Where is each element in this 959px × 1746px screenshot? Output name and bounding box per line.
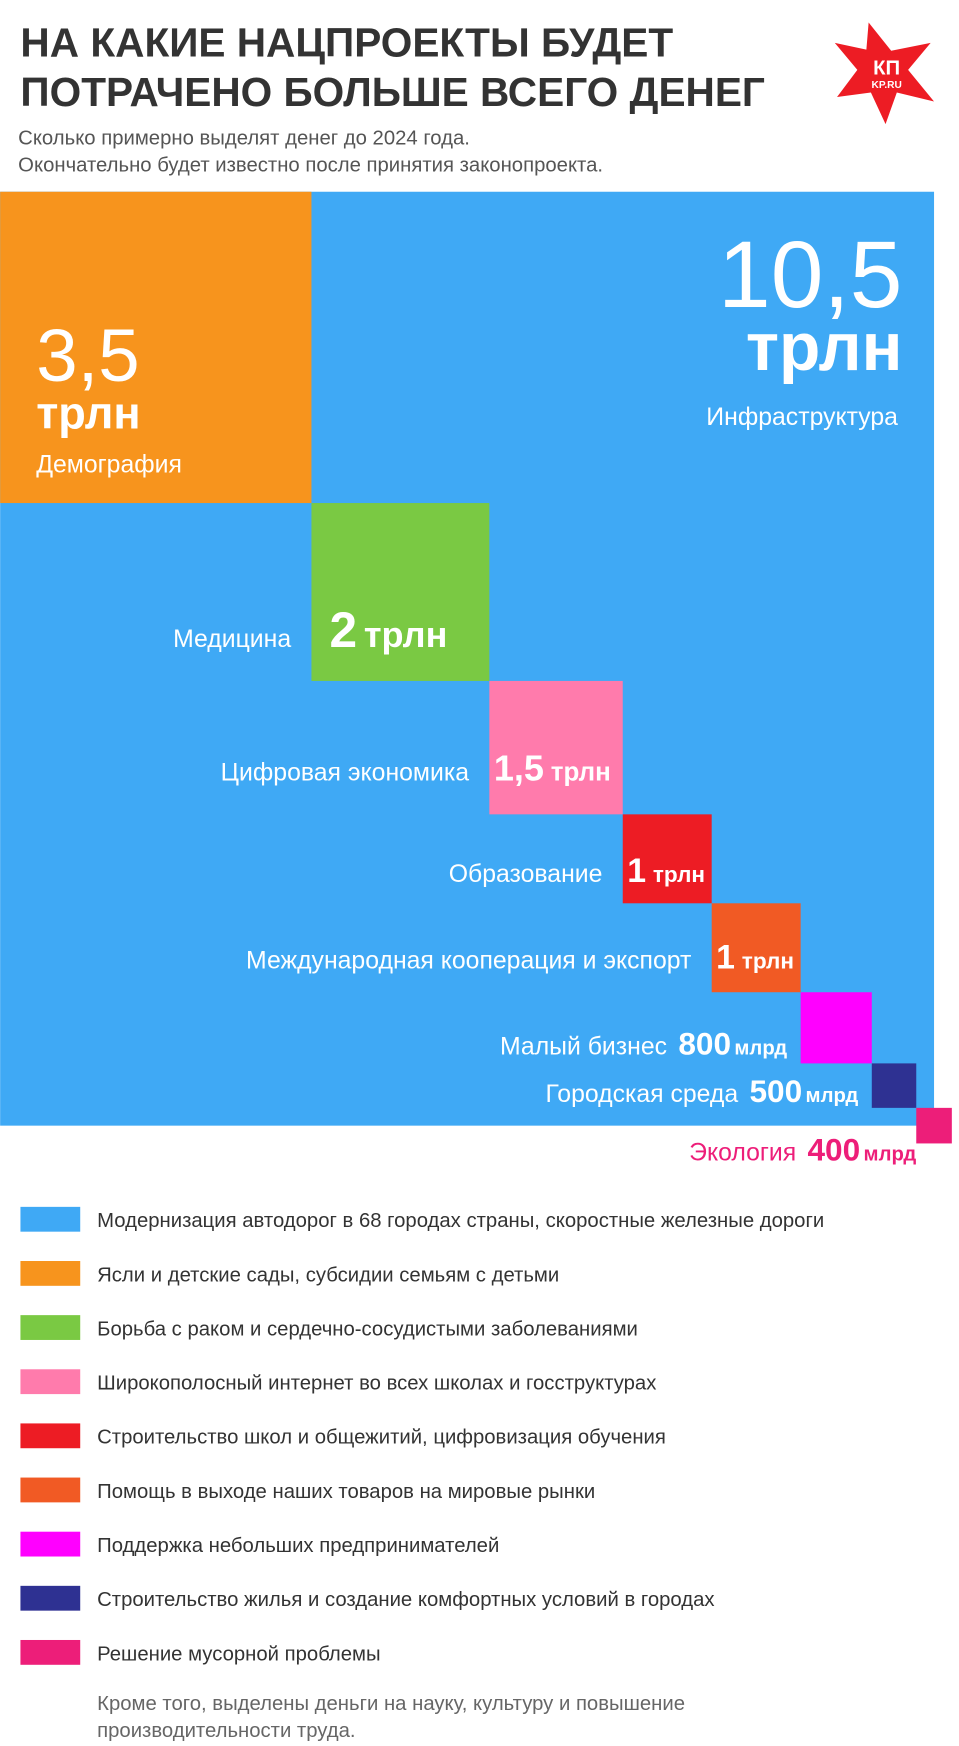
unit-label: трлн bbox=[653, 862, 705, 887]
square bbox=[311, 503, 490, 681]
square bbox=[711, 903, 801, 993]
unit-label: трлн bbox=[364, 614, 448, 655]
value-label: 1 bbox=[716, 939, 735, 977]
value-label: 800 bbox=[678, 1025, 731, 1061]
value-label: 1,5 bbox=[494, 748, 544, 789]
legend-swatch bbox=[20, 1423, 81, 1449]
squares bbox=[0, 191, 952, 1144]
legend-swatch bbox=[20, 1315, 81, 1340]
value-label: 10,5 bbox=[718, 222, 902, 328]
category-label: Малый бизнес bbox=[500, 1033, 667, 1060]
value-text: 1 трлн bbox=[716, 939, 794, 977]
unit-label: трлн bbox=[746, 310, 903, 385]
category-label: Медицина bbox=[173, 626, 291, 653]
legend-text: Строительство жилья и создание комфортны… bbox=[97, 1589, 714, 1611]
legend-text: Борьба с раком и сердечно-сосудистыми за… bbox=[97, 1318, 638, 1340]
value-text: 1,5 трлн bbox=[494, 748, 611, 789]
legend-text: Ясли и детские сады, субсидии семьям с д… bbox=[97, 1264, 559, 1286]
subtitle-line: Сколько примерно выделят денег до 2024 г… bbox=[18, 127, 470, 149]
label-text: Малый бизнес 800 млрд bbox=[500, 1025, 787, 1061]
unit-label: трлн bbox=[36, 388, 140, 439]
legend-text: Помощь в выходе наших товаров на мировые… bbox=[97, 1481, 595, 1503]
legend-swatch bbox=[20, 1369, 81, 1395]
legend-swatch bbox=[20, 1531, 81, 1557]
logo: КП KP.RU bbox=[834, 22, 935, 125]
legend: Модернизация автодорог в 68 городах стра… bbox=[20, 1206, 824, 1665]
category-label: Цифровая экономика bbox=[221, 760, 470, 787]
value-label: 500 bbox=[749, 1073, 802, 1109]
value-text: 2 трлн bbox=[329, 602, 447, 658]
legend-text: Модернизация автодорог в 68 городах стра… bbox=[97, 1210, 824, 1232]
square bbox=[871, 1063, 917, 1108]
legend-text: Строительство школ и общежитий, цифровиз… bbox=[97, 1427, 666, 1449]
title-line: ПОТРАЧЕНО БОЛЬШЕ ВСЕГО ДЕНЕГ bbox=[20, 69, 764, 115]
category-label: Инфраструктура bbox=[706, 404, 898, 431]
footnote-line: производительности труда. bbox=[97, 1720, 355, 1742]
value-text: 1 трлн bbox=[627, 852, 705, 890]
value-label: 400 bbox=[807, 1131, 860, 1167]
category-label: Экология bbox=[689, 1139, 796, 1166]
square bbox=[489, 680, 623, 815]
footnote-line: Кроме того, выделены деньги на науку, ку… bbox=[97, 1693, 685, 1715]
square bbox=[800, 992, 872, 1064]
value-label: 2 bbox=[329, 602, 357, 658]
value-label: 3,5 bbox=[36, 314, 139, 397]
logo-star bbox=[834, 22, 935, 125]
legend-swatch bbox=[20, 1639, 81, 1665]
unit-label: трлн bbox=[551, 759, 611, 787]
subtitle-line: Окончательно будет известно после принят… bbox=[18, 154, 603, 176]
unit-label: млрд bbox=[864, 1143, 917, 1165]
legend-text: Широкополосный интернет во всех школах и… bbox=[97, 1373, 656, 1395]
square bbox=[916, 1107, 952, 1144]
category-label: Международная кооперация и экспорт bbox=[246, 948, 691, 975]
legend-swatch bbox=[20, 1206, 81, 1232]
unit-label: млрд bbox=[806, 1085, 859, 1107]
legend-text: Решение мусорной проблемы bbox=[97, 1643, 380, 1665]
logo-site: KP.RU bbox=[872, 80, 902, 91]
label-text: Экология 400 млрд bbox=[689, 1131, 916, 1167]
logo-text: КП bbox=[873, 57, 900, 79]
value-label: 1 bbox=[627, 852, 646, 890]
legend-swatch bbox=[20, 1477, 81, 1503]
legend-text: Поддержка небольших предпринимателей bbox=[97, 1535, 499, 1557]
square bbox=[622, 814, 712, 904]
legend-swatch bbox=[20, 1261, 81, 1286]
labels: 10,5трлнИнфраструктура3,5трлнДемографияМ… bbox=[36, 222, 916, 1168]
label-text: Городская среда 500 млрд bbox=[546, 1073, 859, 1109]
category-label: Демография bbox=[36, 452, 182, 479]
unit-label: трлн bbox=[742, 949, 794, 974]
title-line: НА КАКИЕ НАЦПРОЕКТЫ БУДЕТ bbox=[20, 19, 673, 65]
square bbox=[0, 191, 312, 504]
unit-label: млрд bbox=[734, 1037, 787, 1059]
category-label: Образование bbox=[449, 861, 603, 888]
legend-swatch bbox=[20, 1585, 81, 1611]
category-label: Городская среда bbox=[546, 1081, 739, 1108]
